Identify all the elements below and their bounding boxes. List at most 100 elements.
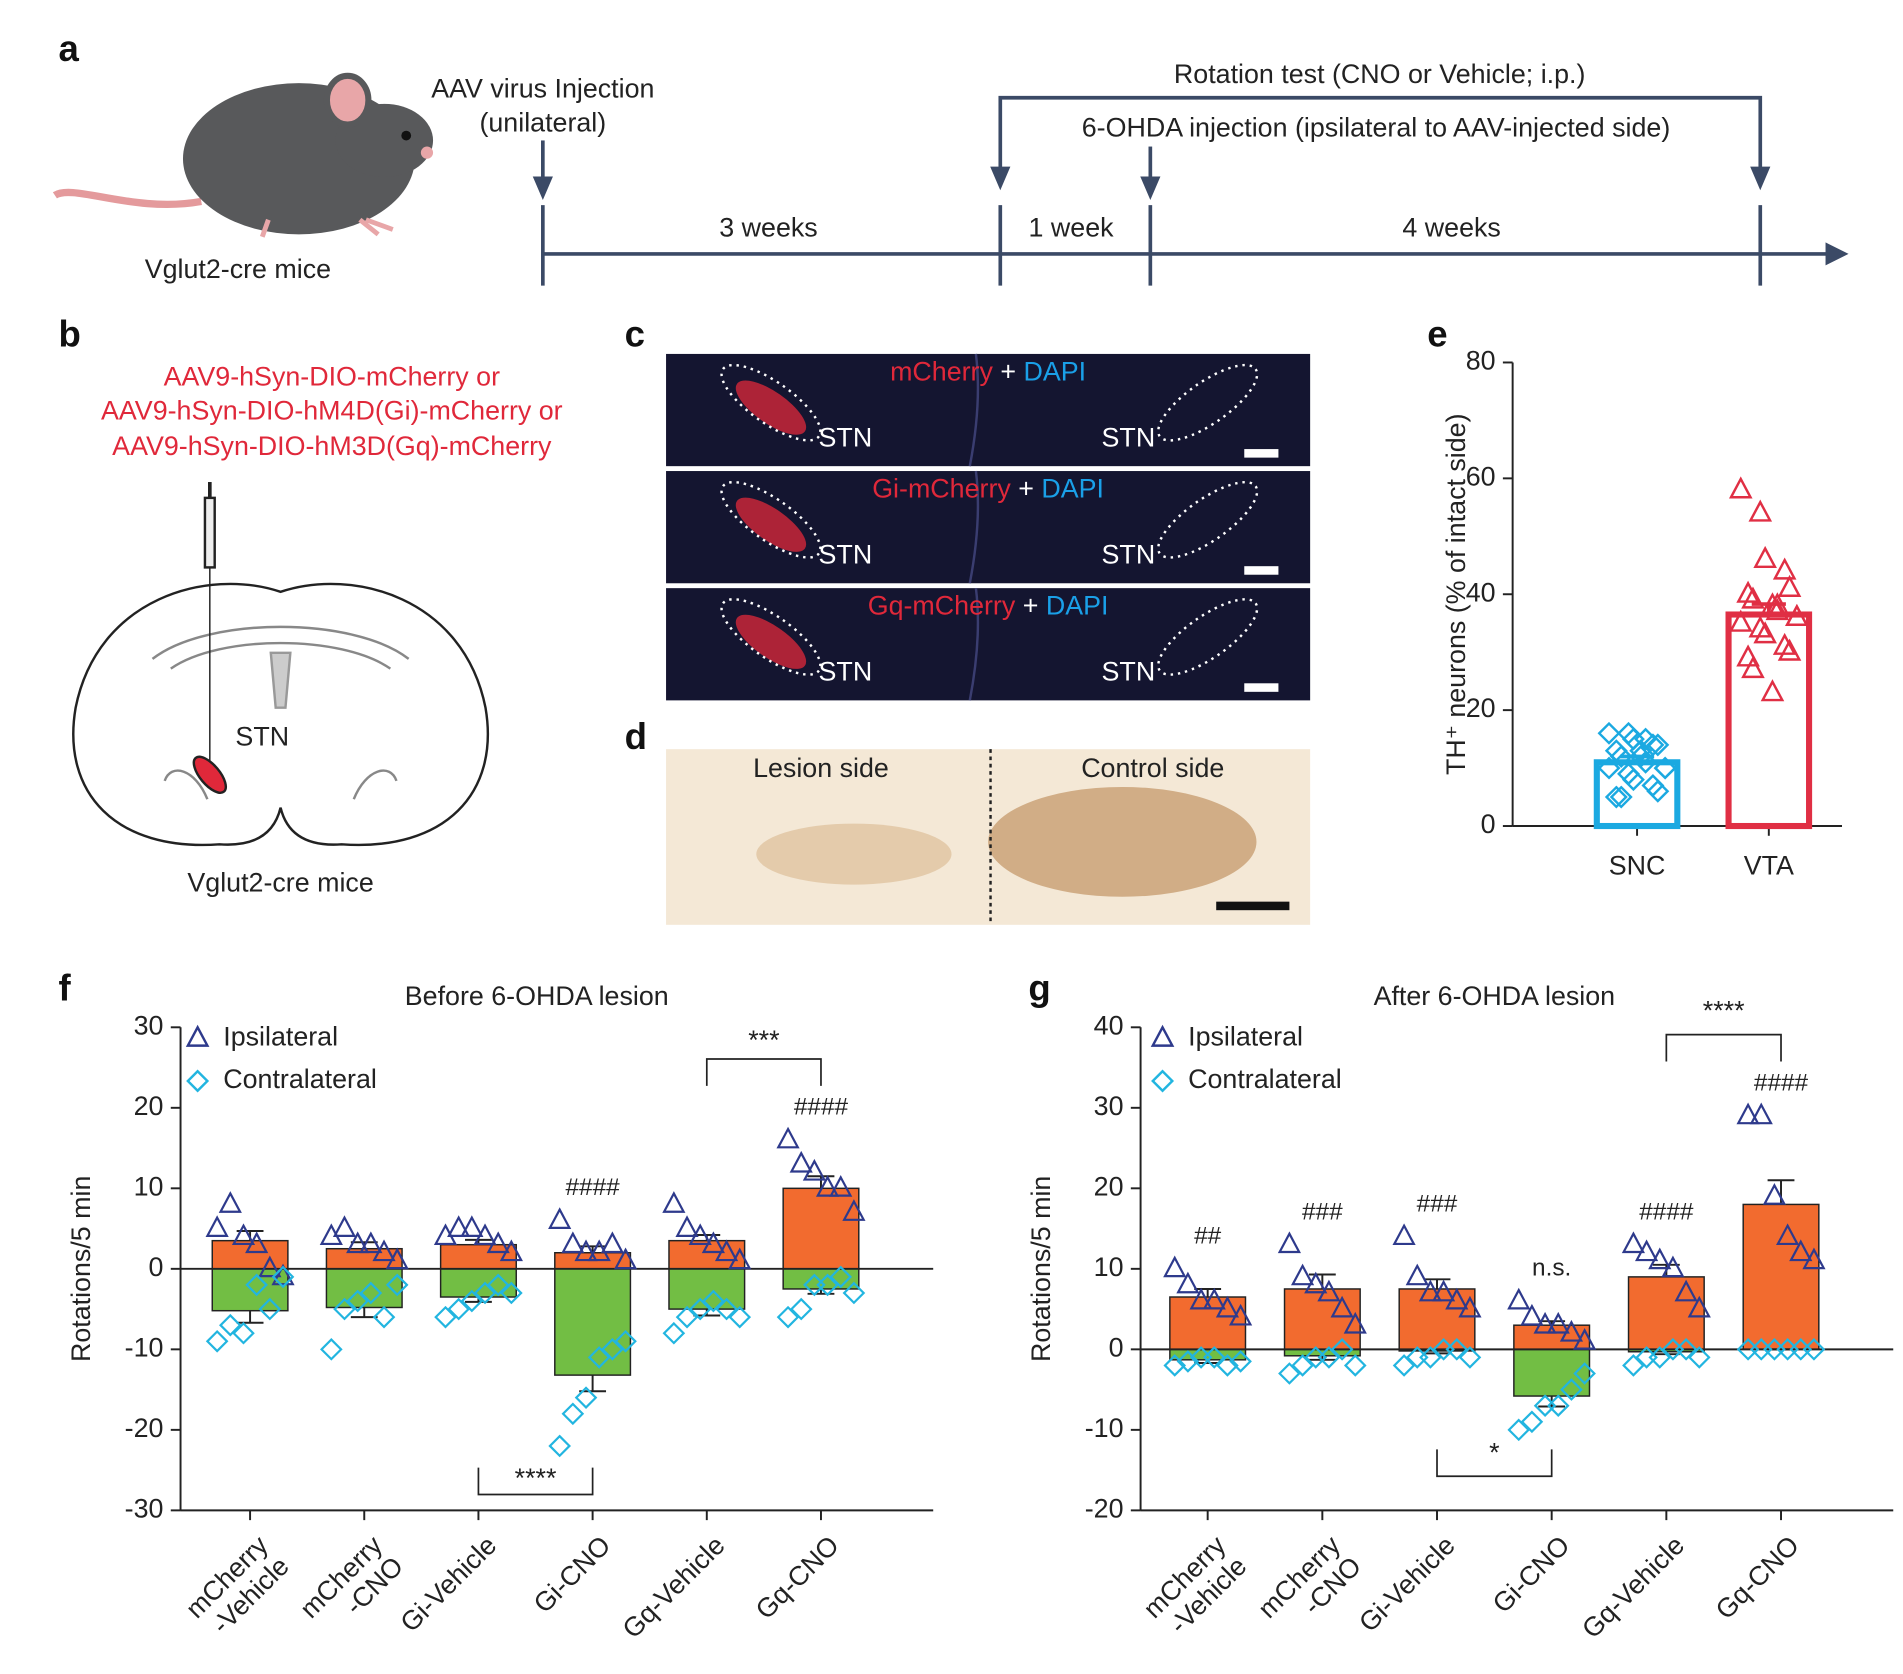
stain-name: DAPI: [1046, 591, 1109, 621]
data-point: [460, 1289, 484, 1313]
y-tick-label: 0: [149, 1252, 164, 1282]
data-point: [1749, 1102, 1773, 1125]
side-label: Lesion side: [753, 753, 889, 783]
bar: [668, 1268, 746, 1310]
data-point: [1622, 1354, 1645, 1377]
data-point: [1789, 1239, 1813, 1262]
data-point: [829, 1175, 853, 1197]
mouse-icon: [52, 72, 434, 238]
data-point: [372, 1305, 396, 1329]
data-point: [1753, 545, 1777, 569]
data-point: [1604, 785, 1628, 809]
data-point: [1621, 1231, 1645, 1254]
region-label: STN: [819, 657, 873, 687]
data-point: [1765, 592, 1790, 615]
x-tick-line: Gq-CNO: [1710, 1530, 1805, 1625]
panel-label: d: [625, 716, 647, 757]
midline: [968, 353, 980, 467]
data-point: [346, 1289, 369, 1313]
timeline: [532, 95, 1849, 286]
data-point: [688, 1297, 712, 1321]
stn-signal: [735, 497, 807, 552]
data-point: [1777, 638, 1802, 661]
bar: [1742, 1203, 1820, 1351]
data-point: [231, 1223, 256, 1246]
data-point: [1621, 768, 1645, 792]
interval-label: 4 weeks: [1402, 213, 1500, 243]
data-point: [1176, 1350, 1200, 1373]
x-tick-label: Gq-CNO: [1710, 1530, 1805, 1625]
bar: [782, 1187, 860, 1270]
data-point: [1343, 1311, 1367, 1334]
data-point: [473, 1223, 497, 1246]
data-point: [601, 1338, 624, 1361]
y-axis-label: Rotations/5 min: [1026, 1176, 1056, 1362]
data-point: [1546, 1394, 1570, 1418]
x-tick-line: Gq-CNO: [750, 1530, 845, 1625]
significance-label: ###: [1302, 1198, 1343, 1225]
midline: [968, 470, 980, 584]
lesion-label: 6-OHDA injection (ipsilateral to AAV-inj…: [1082, 113, 1671, 143]
x-tick-line: Gi-Vehicle: [395, 1530, 503, 1638]
data-point: [1674, 1279, 1698, 1302]
y-tick-label: -30: [125, 1493, 164, 1523]
data-point: [385, 1247, 409, 1270]
bar: [1627, 1276, 1705, 1351]
data-point: [1634, 727, 1658, 751]
bar: [1283, 1288, 1361, 1351]
data-point: [1291, 1354, 1314, 1377]
data-point: [1216, 1354, 1239, 1377]
subject-label: Vglut2-cre mice: [145, 254, 331, 284]
stn-outline: [1157, 598, 1259, 676]
bracket: [1436, 1449, 1553, 1478]
significance-label: ###: [1417, 1190, 1458, 1217]
data-point: [1202, 1287, 1226, 1310]
construct-label: AAV9-hSyn-DIO-mCherry or: [164, 361, 500, 391]
subject-label: Vglut2-cre mice: [187, 868, 373, 898]
data-point: [1762, 1183, 1787, 1205]
legend-marker: [1151, 1069, 1175, 1093]
x-tick-label: Gq-CNO: [750, 1530, 845, 1625]
marker-name: Gq-mCherry: [868, 591, 1016, 621]
data-point: [614, 1329, 637, 1353]
bracket: [705, 1058, 822, 1086]
significance-label: n.s.: [1532, 1255, 1571, 1282]
significance-label: ####: [794, 1094, 849, 1121]
injection-label: AAV virus Injection: [431, 74, 654, 104]
stn-signal: [735, 614, 807, 669]
side-label: Control side: [1081, 753, 1224, 783]
data-point: [1163, 1354, 1187, 1377]
scale-bar: [1244, 449, 1279, 458]
data-point: [789, 1150, 813, 1173]
x-tick-label: mCherry-Vehicle: [1138, 1530, 1253, 1645]
y-tick-label: 20: [134, 1091, 164, 1121]
data-point: [245, 1273, 268, 1297]
data-point: [1458, 1346, 1482, 1369]
panel-label: c: [625, 314, 645, 355]
x-tick-label: Gq-Vehicle: [617, 1530, 731, 1644]
joiner: +: [1011, 474, 1042, 504]
y-tick-label: 0: [1109, 1332, 1124, 1362]
data-point: [1445, 1338, 1469, 1361]
data-point: [1277, 1231, 1301, 1254]
data-point: [548, 1434, 571, 1458]
significance-label: ####: [565, 1174, 620, 1201]
x-tick-label: Gi-CNO: [1487, 1530, 1576, 1619]
data-point: [1520, 1410, 1544, 1434]
data-point: [1533, 1311, 1557, 1334]
data-point: [1597, 756, 1621, 780]
data-point: [1419, 1346, 1442, 1369]
data-point: [1278, 1362, 1301, 1385]
panel-label: e: [1427, 314, 1447, 355]
data-point: [320, 1338, 343, 1361]
data-point: [1765, 598, 1790, 621]
histology-image: [666, 470, 1311, 584]
significance-label: ####: [1639, 1198, 1694, 1225]
data-point: [1560, 1378, 1583, 1401]
data-point: [245, 1231, 269, 1254]
legend-marker: [185, 1024, 210, 1047]
data-point: [776, 1305, 800, 1329]
x-tick-label: mCherry-CNO: [294, 1530, 409, 1645]
bracket: [477, 1467, 594, 1496]
data-point: [359, 1281, 383, 1305]
